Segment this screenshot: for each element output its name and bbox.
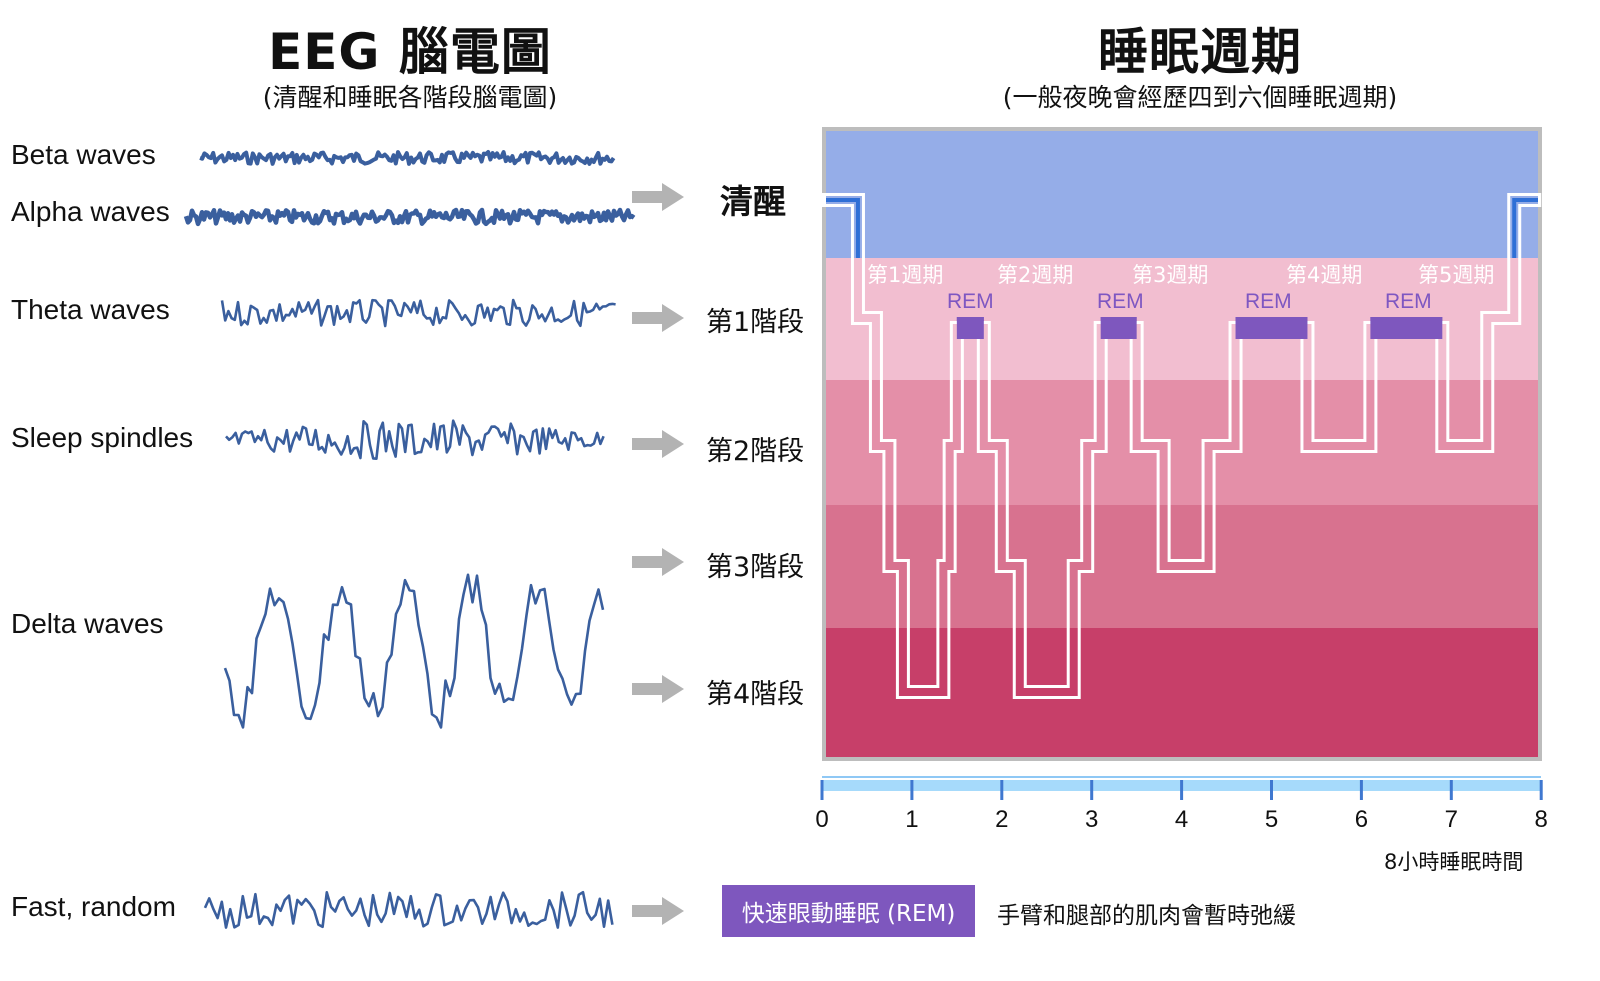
wave-label-beta: Beta waves	[11, 139, 156, 170]
hypnogram-chart	[822, 127, 1542, 761]
wave-label-delta: Delta waves	[11, 608, 164, 639]
arrow-icon-rem	[632, 897, 684, 925]
arrow-icon-awake	[632, 183, 684, 211]
wave-label-alpha: Alpha waves	[11, 196, 170, 227]
arrow-icon-stage1	[632, 304, 684, 332]
stage-label-2: 第2階段	[706, 436, 805, 467]
time-axis	[820, 776, 1543, 800]
rem-legend-box: 快速眼動睡眠 (REM)	[722, 885, 975, 937]
wave-label-fast-random: Fast, random	[11, 891, 176, 922]
axis-tick-label: 0	[815, 806, 829, 833]
cycle-label-1: 第1週期	[867, 263, 944, 287]
arrow-icon-stage2	[632, 430, 684, 458]
cycle-label-4: 第4週期	[1286, 263, 1363, 287]
cycle-label-3: 第3週期	[1132, 263, 1209, 287]
arrow-icon-stage4	[632, 675, 684, 703]
rem-label-2: REM	[1097, 290, 1144, 313]
rem-legend-description: 手臂和腿部的肌肉會暫時弛緩	[997, 903, 1296, 929]
eeg-subtitle: (清醒和睡眠各階段腦電圖)	[262, 83, 558, 112]
axis-tick-label: 7	[1444, 806, 1458, 833]
wave-label-spindles: Sleep spindles	[11, 422, 194, 453]
arrow-icon-stage3	[632, 548, 684, 576]
cycle-label-5: 第5週期	[1418, 263, 1495, 287]
stage-label-3: 第3階段	[706, 552, 805, 583]
axis-caption: 8小時睡眠時間	[1384, 850, 1524, 874]
rem-label-3: REM	[1245, 290, 1292, 313]
axis-tick-label: 6	[1354, 806, 1369, 833]
rem-label-4: REM	[1385, 290, 1432, 313]
cycle-label-2: 第2週期	[997, 263, 1074, 287]
axis-tick-label: 2	[995, 806, 1009, 833]
eeg-title: EEG 腦電圖	[268, 23, 552, 81]
sleep-cycle-title: 睡眠週期	[1098, 23, 1302, 81]
stage-label-1: 第1階段	[706, 307, 805, 338]
axis-tick-label: 8	[1534, 806, 1548, 833]
axis-tick-label: 4	[1174, 806, 1189, 833]
axis-tick-label: 3	[1085, 806, 1099, 833]
stage-label-awake: 清醒	[720, 182, 786, 221]
axis-tick-label: 1	[905, 806, 919, 833]
wave-label-theta: Theta waves	[11, 294, 170, 325]
stage-label-4: 第4階段	[706, 679, 805, 710]
axis-tick-label: 5	[1264, 806, 1279, 833]
sleep-cycle-subtitle: (一般夜晚會經歷四到六個睡眠週期)	[1002, 83, 1398, 112]
eeg-waveforms	[183, 150, 636, 929]
rem-label-1: REM	[947, 290, 994, 313]
